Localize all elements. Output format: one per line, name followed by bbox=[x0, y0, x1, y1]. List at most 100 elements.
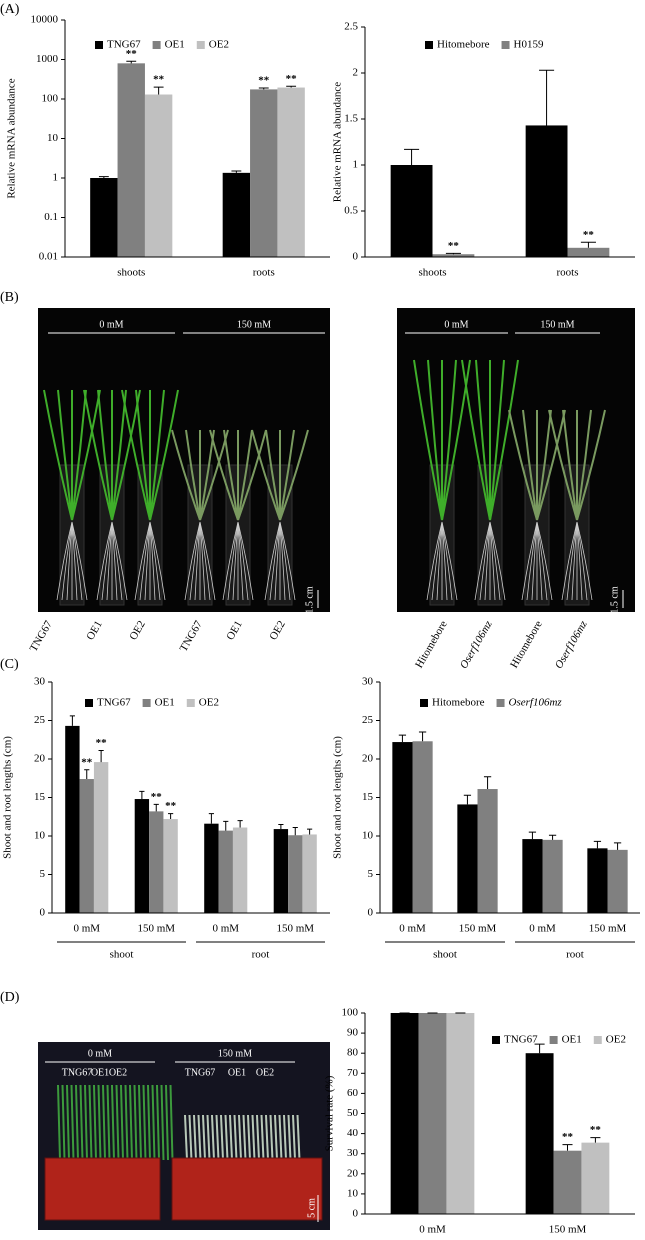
bar bbox=[567, 247, 610, 257]
root bbox=[571, 521, 578, 601]
significance: ** bbox=[153, 74, 165, 86]
leaf bbox=[508, 409, 538, 521]
plant bbox=[142, 1084, 147, 1161]
legend-swatch bbox=[85, 699, 93, 707]
legend-swatch bbox=[420, 699, 428, 707]
y-axis-label: Survival rate (%) bbox=[324, 1075, 336, 1151]
plant-label: OE1 bbox=[224, 619, 244, 642]
plant bbox=[283, 1114, 287, 1161]
leaf bbox=[461, 359, 491, 521]
y-tick-label: 30 bbox=[34, 676, 46, 688]
x-tick-label: roots bbox=[253, 267, 275, 279]
bar bbox=[149, 811, 164, 913]
plant-label: OE1 bbox=[84, 619, 104, 642]
y-tick-label: 80 bbox=[347, 1047, 359, 1059]
bar bbox=[553, 1150, 582, 1214]
plant bbox=[238, 1114, 242, 1161]
plant bbox=[97, 1084, 102, 1161]
bar bbox=[457, 804, 478, 913]
error-bar bbox=[126, 60, 137, 64]
bar bbox=[542, 839, 563, 913]
bar bbox=[525, 1053, 554, 1214]
bar bbox=[79, 779, 94, 913]
leaf bbox=[43, 389, 73, 521]
bar bbox=[134, 799, 150, 913]
leaf bbox=[562, 409, 578, 521]
y-tick-label: 0 bbox=[353, 1208, 359, 1220]
root bbox=[71, 521, 88, 601]
group-label: root bbox=[566, 949, 584, 961]
legend-label: OE2 bbox=[209, 39, 229, 51]
error-bar bbox=[208, 813, 214, 824]
plant bbox=[124, 1084, 129, 1161]
root bbox=[101, 521, 113, 601]
y-tick-label: 0 bbox=[368, 907, 374, 919]
legend-label: OE1 bbox=[165, 39, 185, 51]
y-tick-label: 20 bbox=[362, 753, 374, 765]
photo-header: 0 mM bbox=[88, 1048, 112, 1059]
bar bbox=[446, 1013, 475, 1214]
x-tick-label: 150 mM bbox=[549, 1224, 587, 1236]
root bbox=[189, 521, 201, 601]
bar bbox=[392, 742, 413, 913]
root bbox=[274, 521, 281, 601]
root bbox=[426, 521, 443, 601]
error-bar bbox=[139, 790, 145, 800]
root bbox=[149, 521, 156, 601]
plant bbox=[265, 1114, 269, 1161]
root bbox=[264, 521, 281, 601]
root bbox=[536, 521, 553, 601]
leaf bbox=[413, 359, 443, 521]
root bbox=[474, 521, 491, 601]
y-tick-label: 20 bbox=[347, 1167, 359, 1179]
legend-swatch bbox=[501, 41, 510, 49]
error-bar bbox=[153, 803, 159, 812]
error-bar bbox=[286, 85, 297, 88]
plant bbox=[224, 1114, 229, 1161]
y-tick-label: 40 bbox=[347, 1127, 359, 1139]
bar bbox=[587, 848, 608, 913]
plant bbox=[188, 1114, 193, 1161]
root bbox=[71, 521, 78, 601]
error-bar bbox=[539, 69, 555, 126]
y-tick-label: 10 bbox=[362, 830, 374, 842]
legend-label: OE2 bbox=[606, 1034, 626, 1046]
error-bar bbox=[168, 813, 174, 820]
error-bar bbox=[292, 827, 298, 836]
root bbox=[479, 521, 491, 601]
legend-label: TNG67 bbox=[504, 1034, 538, 1046]
significance: ** bbox=[562, 1131, 574, 1143]
root bbox=[149, 521, 161, 601]
legend-swatch bbox=[95, 41, 103, 49]
group-label: shoot bbox=[433, 949, 457, 961]
error-bar bbox=[98, 750, 104, 763]
root bbox=[134, 521, 151, 601]
photo-header: 150 mM bbox=[237, 319, 271, 330]
root bbox=[536, 521, 548, 601]
leaf bbox=[522, 409, 538, 521]
error-bar bbox=[593, 840, 602, 849]
x-tick-label: 0 mM bbox=[73, 923, 100, 935]
root bbox=[431, 521, 443, 601]
bar bbox=[477, 789, 498, 913]
group-label: root bbox=[252, 949, 270, 961]
leaf bbox=[441, 359, 471, 521]
bar bbox=[581, 1142, 610, 1214]
root bbox=[441, 521, 458, 601]
leaf bbox=[576, 409, 592, 521]
leaf bbox=[489, 359, 505, 521]
error-bar bbox=[237, 820, 243, 828]
root bbox=[576, 521, 593, 601]
pot bbox=[44, 1157, 161, 1221]
plant bbox=[111, 1084, 115, 1161]
plant bbox=[129, 1084, 133, 1161]
root bbox=[106, 521, 113, 601]
y-tick-label: 1.5 bbox=[344, 113, 358, 125]
root bbox=[489, 521, 496, 601]
root bbox=[237, 521, 254, 601]
bar bbox=[302, 834, 317, 913]
plant bbox=[102, 1084, 106, 1161]
y-tick-label: 10 bbox=[47, 132, 59, 144]
significance: ** bbox=[590, 1124, 602, 1136]
bar bbox=[390, 1013, 419, 1214]
